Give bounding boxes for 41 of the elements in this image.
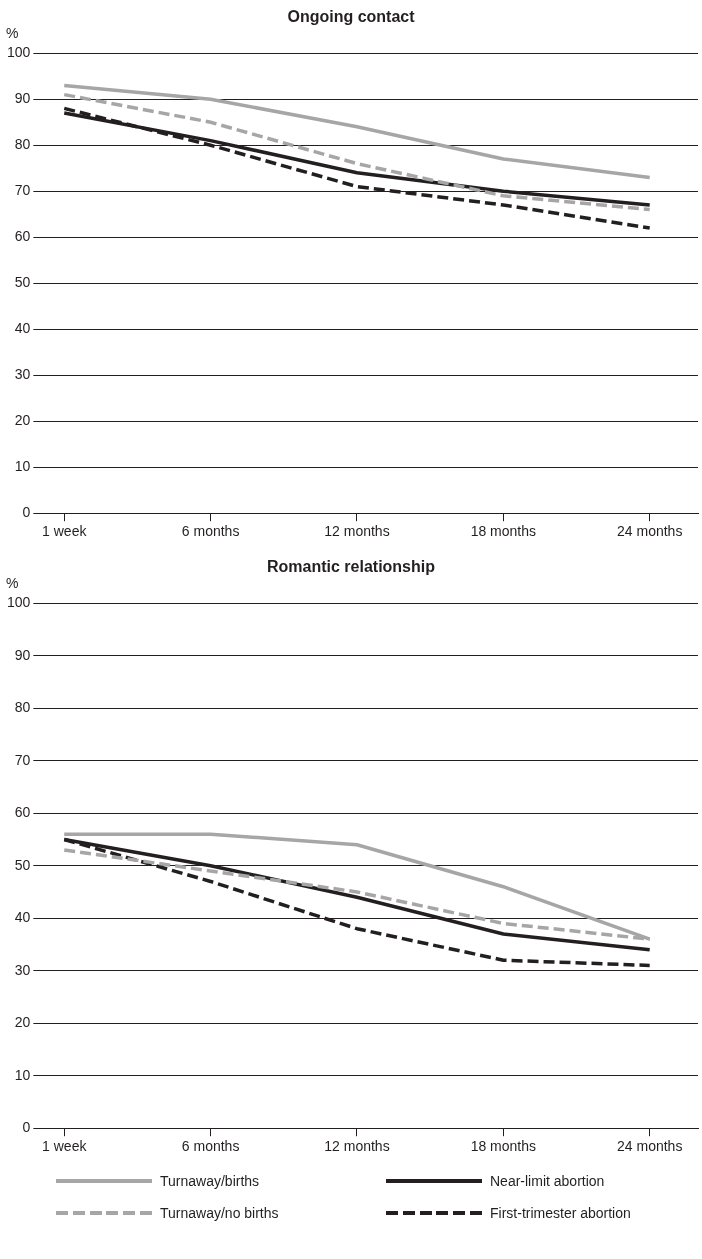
chart-title: Ongoing contact: [287, 8, 416, 26]
y-tick-label: 70: [14, 751, 31, 768]
y-tick-label: 80: [14, 136, 31, 153]
y-tick-label: 50: [14, 274, 31, 291]
legend-label: Turnaway/no births: [160, 1205, 279, 1221]
y-tick-label: 60: [14, 228, 31, 245]
x-tick-label: 18 months: [470, 1138, 537, 1155]
y-tick-label: 100: [7, 44, 31, 61]
legend-label: Near-limit abortion: [490, 1173, 605, 1189]
y-axis-title: %: [6, 575, 19, 592]
line-series: [62, 92, 652, 212]
x-tick-label: 6 months: [181, 523, 240, 540]
y-tick-label: 40: [14, 320, 31, 337]
y-tick-label: 40: [14, 909, 31, 926]
chart-title: Romantic relationship: [266, 558, 436, 576]
y-axis-title: %: [6, 25, 19, 42]
x-tick-label: 24 months: [617, 1138, 683, 1155]
y-tick-label: 0: [22, 504, 31, 521]
y-tick-label: 90: [14, 646, 31, 663]
x-tick-label: 12 months: [324, 523, 390, 540]
y-tick-label: 10: [14, 458, 31, 475]
legend-label: Turnaway/births: [160, 1173, 260, 1189]
y-tick-label: 80: [14, 699, 31, 716]
y-tick-label: 90: [14, 90, 31, 107]
y-tick-label: 50: [14, 856, 31, 873]
x-tick-label: 18 months: [470, 523, 537, 540]
x-tick-label: 6 months: [181, 1138, 240, 1155]
y-tick-label: 10: [14, 1066, 31, 1083]
y-tick-label: 30: [14, 366, 31, 383]
y-tick-label: 20: [14, 1014, 31, 1031]
y-tick-label: 70: [14, 182, 31, 199]
legend-label: First-trimester abortion: [490, 1205, 631, 1221]
y-tick-label: 30: [14, 961, 31, 978]
x-tick-label: 24 months: [617, 523, 683, 540]
y-tick-label: 0: [22, 1119, 31, 1136]
y-tick-label: 20: [14, 412, 31, 429]
x-tick-label: 12 months: [324, 1138, 390, 1155]
x-tick-label: 1 week: [42, 523, 88, 540]
y-tick-label: 60: [14, 804, 31, 821]
x-tick-label: 1 week: [42, 1138, 88, 1155]
y-tick-label: 100: [7, 594, 31, 611]
